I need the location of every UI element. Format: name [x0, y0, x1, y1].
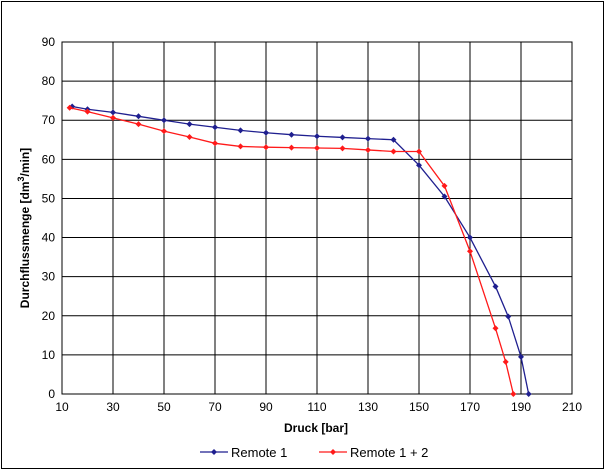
data-point [314, 133, 320, 140]
data-point [339, 145, 346, 152]
x-tick-label: 90 [259, 400, 273, 414]
data-point [237, 143, 244, 150]
y-tick-labels: 0 10 20 30 40 50 60 70 80 90 [42, 35, 56, 401]
y-tick-label: 60 [42, 152, 56, 166]
data-point [339, 134, 346, 141]
data-point [161, 117, 167, 124]
data-point [263, 129, 269, 136]
data-point [330, 449, 336, 455]
series-line [72, 105, 530, 395]
x-tick-label: 130 [358, 400, 378, 414]
x-tick-label: 170 [460, 400, 480, 414]
legend-label: Remote 1 [231, 445, 287, 460]
data-point [390, 136, 397, 143]
data-point [135, 121, 142, 128]
series-1 [69, 103, 532, 397]
data-point [288, 144, 295, 151]
series-line [69, 107, 514, 395]
data-point [365, 146, 371, 153]
x-tick-label: 190 [511, 400, 531, 414]
x-tick-label: 110 [307, 400, 326, 414]
series-2 [66, 104, 517, 397]
data-point [467, 248, 473, 255]
data-point [135, 113, 142, 120]
y-axis-label-superscript: 3 [16, 176, 26, 181]
data-point [263, 144, 269, 151]
y-tick-label: 90 [42, 35, 56, 49]
legend: Remote 1 Remote 1 + 2 [200, 445, 428, 460]
x-tick-label: 210 [562, 400, 582, 414]
data-point [365, 135, 371, 142]
data-point [441, 182, 448, 189]
data-point [441, 193, 448, 200]
data-point [211, 449, 217, 455]
data-point [467, 234, 473, 241]
legend-item: Remote 1 [200, 445, 287, 460]
data-point [525, 391, 532, 397]
legend-label: Remote 1 + 2 [350, 445, 428, 460]
x-tick-labels: 10 30 50 70 90 110 130 150 170 190 210 [55, 400, 582, 414]
data-point [237, 127, 244, 134]
data-point [416, 162, 422, 169]
data-point [288, 131, 295, 138]
data-point [186, 121, 193, 128]
data-point [492, 283, 499, 290]
data-point [110, 114, 116, 121]
x-tick-label: 30 [106, 400, 120, 414]
data-point [212, 140, 218, 147]
data-point [510, 391, 517, 397]
data-point [502, 358, 509, 365]
data-point [416, 148, 422, 155]
data-point [505, 313, 512, 320]
x-tick-label: 10 [55, 400, 69, 414]
legend-item: Remote 1 + 2 [319, 445, 428, 460]
y-axis-label-main: Durchflussmenge [dm [18, 182, 32, 309]
x-tick-label: 150 [409, 400, 429, 414]
y-tick-label: 50 [42, 191, 56, 205]
y-axis-label-unit: /min] [18, 148, 32, 177]
data-point [186, 134, 193, 141]
y-tick-label: 70 [42, 113, 56, 127]
data-point [518, 353, 524, 360]
grid [61, 41, 573, 395]
y-tick-label: 0 [48, 387, 55, 401]
data-point [212, 124, 218, 131]
data-point [66, 104, 73, 111]
plot-area [61, 41, 573, 395]
data-point [161, 128, 167, 135]
x-tick-label: 50 [157, 400, 171, 414]
y-axis-label: Durchflussmenge [dm3/min] [16, 148, 32, 308]
y-tick-label: 30 [42, 270, 56, 284]
y-tick-label: 40 [42, 231, 56, 245]
data-point [390, 148, 397, 155]
series-layer [66, 103, 532, 397]
data-point [84, 108, 91, 115]
data-point [492, 325, 499, 332]
y-tick-label: 10 [42, 348, 56, 362]
x-axis-label: Druck [bar] [284, 421, 348, 435]
data-point [110, 109, 116, 116]
y-tick-label: 80 [42, 74, 56, 88]
data-point [314, 144, 320, 151]
y-tick-label: 20 [42, 309, 56, 323]
x-tick-label: 70 [208, 400, 222, 414]
